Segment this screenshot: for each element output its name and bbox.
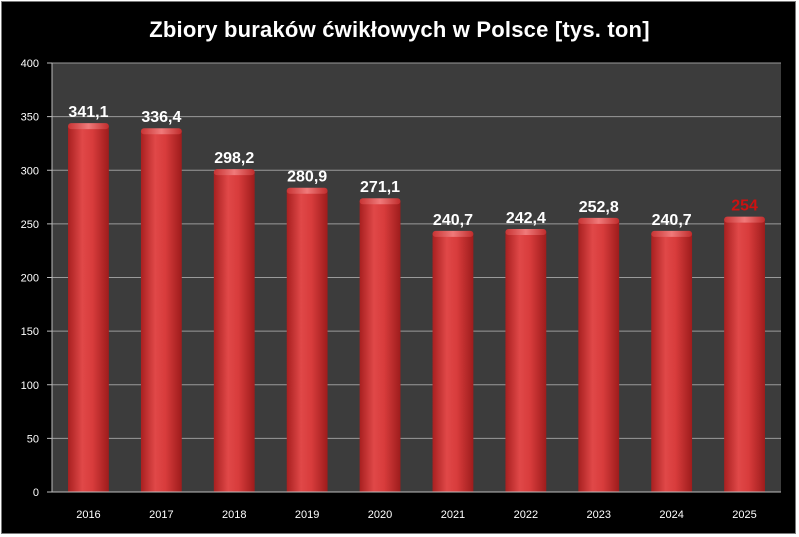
y-tick-label: 250 — [21, 219, 39, 231]
y-tick-label: 350 — [21, 112, 39, 124]
y-tick-label: 300 — [21, 165, 39, 177]
y-tick-label: 0 — [33, 487, 39, 499]
bar-cap — [68, 123, 109, 130]
bar — [578, 220, 620, 492]
bar-cap — [724, 216, 765, 223]
x-tick-label: 2025 — [732, 509, 756, 521]
bar — [286, 190, 328, 493]
data-label: 298,2 — [214, 150, 254, 167]
data-label: 252,8 — [579, 199, 619, 216]
bar-cap — [505, 229, 547, 236]
y-tick-label: 400 — [21, 58, 39, 70]
x-tick-label: 2024 — [659, 509, 683, 521]
bar — [140, 131, 182, 492]
bar-cap — [578, 217, 620, 224]
data-label: 240,7 — [652, 212, 692, 229]
bar-cap — [359, 198, 401, 205]
y-tick-label: 100 — [21, 380, 39, 392]
bar — [505, 232, 547, 492]
data-label: 336,4 — [141, 109, 181, 126]
y-tick-label: 150 — [21, 326, 39, 338]
bar — [432, 233, 474, 492]
chart-title: Zbiory buraków ćwikłowych w Polsce [tys.… — [149, 17, 650, 42]
x-tick-label: 2016 — [76, 509, 100, 521]
bar-cap — [213, 169, 255, 176]
x-tick-label: 2021 — [441, 509, 465, 521]
bar — [213, 172, 255, 493]
data-label: 280,9 — [287, 169, 327, 186]
y-tick-label: 50 — [27, 433, 39, 445]
bar — [651, 233, 693, 492]
y-tick-label: 200 — [21, 273, 39, 285]
x-tick-label: 2023 — [587, 509, 611, 521]
bar — [724, 219, 765, 492]
x-tick-label: 2017 — [149, 509, 173, 521]
x-tick-label: 2022 — [514, 509, 538, 521]
data-label: 341,1 — [68, 104, 108, 121]
x-tick-label: 2020 — [368, 509, 392, 521]
data-label: 240,7 — [433, 212, 473, 229]
x-tick-label: 2018 — [222, 509, 246, 521]
bar-cap — [651, 230, 693, 237]
data-label: 254 — [731, 198, 758, 215]
bar-cap — [286, 187, 328, 194]
bar-cap — [140, 128, 182, 135]
data-label: 242,4 — [506, 210, 546, 227]
bar — [68, 126, 109, 492]
x-tick-label: 2019 — [295, 509, 319, 521]
bar-cap — [432, 230, 474, 237]
bar — [359, 201, 401, 493]
data-label: 271,1 — [360, 179, 400, 196]
